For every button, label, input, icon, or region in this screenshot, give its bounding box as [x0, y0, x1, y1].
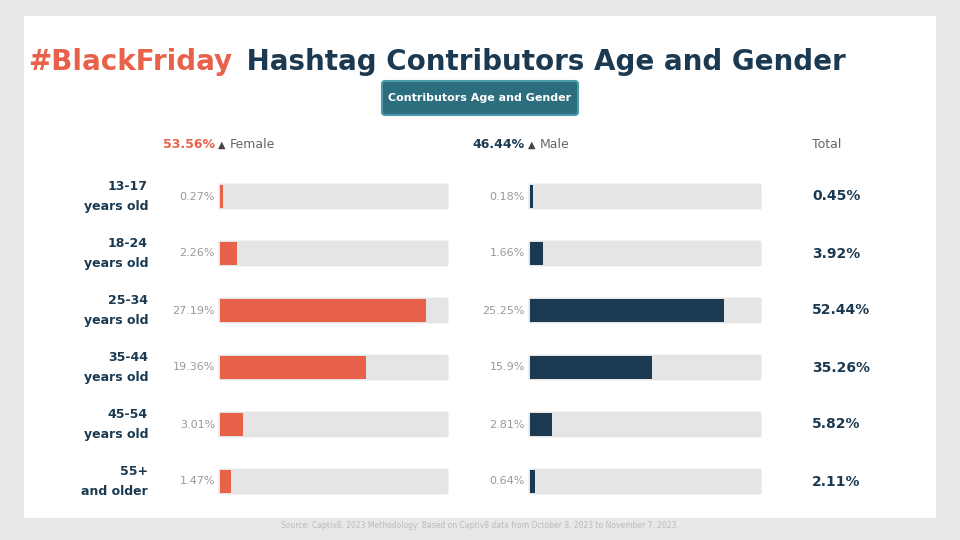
Bar	[530, 242, 542, 265]
Text: 19.36%: 19.36%	[173, 362, 215, 373]
Text: Hashtag Contributors Age and Gender: Hashtag Contributors Age and Gender	[237, 48, 846, 76]
Text: Total: Total	[812, 138, 841, 152]
Text: 53.56%: 53.56%	[163, 138, 215, 152]
Bar	[530, 413, 552, 436]
Text: years old: years old	[84, 314, 148, 327]
Bar	[220, 470, 231, 493]
Text: 0.18%: 0.18%	[490, 192, 525, 201]
Text: Source: Captiv8, 2023 Methodology: Based on Captiv8 data from October 8, 2023 to: Source: Captiv8, 2023 Methodology: Based…	[281, 521, 679, 530]
Bar	[220, 299, 425, 322]
Bar	[530, 185, 533, 208]
FancyBboxPatch shape	[529, 355, 761, 380]
Text: 15.9%: 15.9%	[490, 362, 525, 373]
Text: 45-54: 45-54	[108, 408, 148, 421]
Text: ▲: ▲	[528, 140, 536, 150]
Text: 55+: 55+	[120, 465, 148, 478]
FancyBboxPatch shape	[219, 241, 448, 266]
Text: Female: Female	[230, 138, 276, 152]
Text: 2.26%: 2.26%	[180, 248, 215, 259]
FancyBboxPatch shape	[1, 4, 959, 531]
Text: 0.45%: 0.45%	[812, 190, 860, 204]
Text: 0.27%: 0.27%	[180, 192, 215, 201]
Text: 35.26%: 35.26%	[812, 361, 870, 375]
Text: years old: years old	[84, 371, 148, 384]
Text: 1.66%: 1.66%	[490, 248, 525, 259]
Text: 25.25%: 25.25%	[483, 306, 525, 315]
Bar	[220, 413, 243, 436]
Text: 5.82%: 5.82%	[812, 417, 860, 431]
FancyBboxPatch shape	[219, 411, 448, 437]
FancyBboxPatch shape	[219, 355, 448, 380]
Text: 46.44%: 46.44%	[473, 138, 525, 152]
Text: 3.01%: 3.01%	[180, 420, 215, 429]
Bar	[530, 470, 535, 493]
FancyBboxPatch shape	[529, 184, 761, 210]
FancyBboxPatch shape	[529, 241, 761, 266]
Text: 27.19%: 27.19%	[173, 306, 215, 315]
FancyBboxPatch shape	[529, 411, 761, 437]
FancyBboxPatch shape	[219, 469, 448, 495]
Text: ▲: ▲	[218, 140, 226, 150]
Text: 2.11%: 2.11%	[812, 475, 860, 489]
Bar	[220, 242, 237, 265]
Text: 35-44: 35-44	[108, 351, 148, 364]
Text: Male: Male	[540, 138, 569, 152]
Text: 1.47%: 1.47%	[180, 476, 215, 487]
Text: 25-34: 25-34	[108, 294, 148, 307]
FancyBboxPatch shape	[529, 298, 761, 323]
Bar	[530, 299, 724, 322]
Text: #BlackFriday: #BlackFriday	[28, 48, 232, 76]
Text: years old: years old	[84, 257, 148, 270]
Bar	[220, 356, 367, 379]
Text: 2.81%: 2.81%	[490, 420, 525, 429]
Text: Contributors Age and Gender: Contributors Age and Gender	[389, 93, 571, 103]
Text: 3.92%: 3.92%	[812, 246, 860, 260]
Text: 13-17: 13-17	[108, 180, 148, 193]
Bar	[220, 185, 223, 208]
FancyBboxPatch shape	[529, 469, 761, 495]
FancyBboxPatch shape	[219, 184, 448, 210]
Bar	[530, 356, 652, 379]
FancyBboxPatch shape	[219, 298, 448, 323]
FancyBboxPatch shape	[382, 81, 578, 115]
Text: and older: and older	[82, 485, 148, 498]
Text: years old: years old	[84, 428, 148, 441]
Text: 52.44%: 52.44%	[812, 303, 871, 318]
Text: 0.64%: 0.64%	[490, 476, 525, 487]
Text: 18-24: 18-24	[108, 237, 148, 250]
Text: years old: years old	[84, 200, 148, 213]
